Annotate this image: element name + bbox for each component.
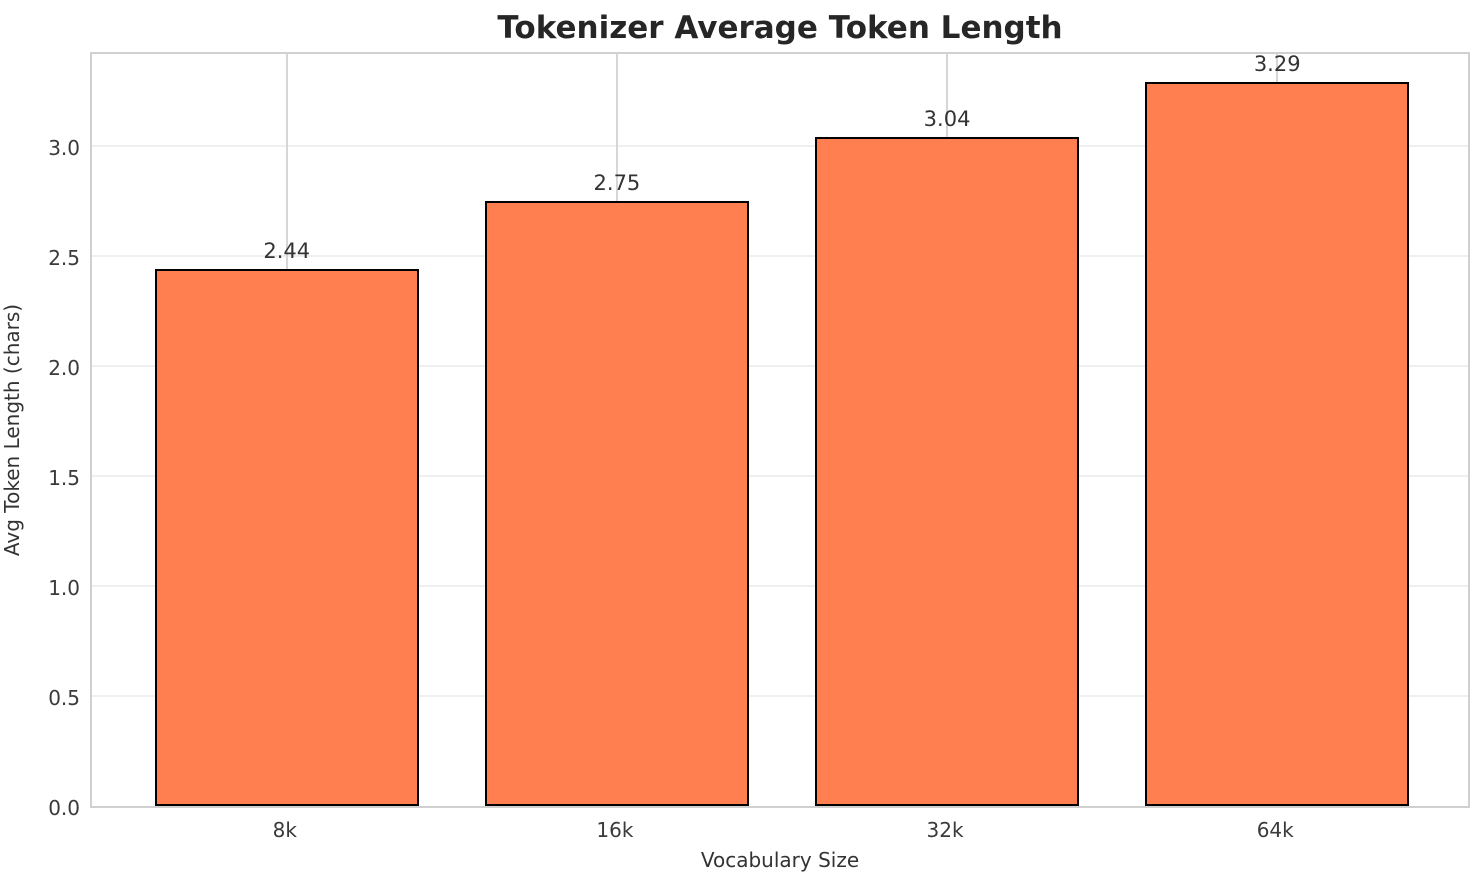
y-axis-label: Avg Token Length (chars) bbox=[0, 303, 24, 557]
x-tick-label-16k: 16k bbox=[596, 818, 634, 842]
y-tick-label: 0.5 bbox=[48, 685, 80, 710]
y-tick-label: 1.5 bbox=[48, 465, 80, 490]
bar-16k bbox=[484, 200, 749, 806]
horizontal-gridline bbox=[92, 144, 1468, 147]
bar-value-label: 2.75 bbox=[593, 170, 641, 195]
x-axis-label: Vocabulary Size bbox=[700, 848, 860, 872]
plot-area: 2.44 2.75 3.04 3.29 bbox=[90, 52, 1470, 808]
bar-8k bbox=[154, 269, 419, 806]
bar-value-label: 2.44 bbox=[263, 239, 311, 264]
y-tick-label: 2.0 bbox=[48, 355, 80, 380]
y-tick-label: 0.0 bbox=[48, 796, 80, 820]
y-tick-label: 3.0 bbox=[48, 135, 80, 160]
x-tick-label-8k: 8k bbox=[272, 818, 297, 842]
bar-64k bbox=[1145, 82, 1410, 806]
x-tick-label-64k: 64k bbox=[1256, 818, 1294, 842]
x-tick-label-32k: 32k bbox=[926, 818, 964, 842]
horizontal-gridline bbox=[92, 364, 1468, 367]
horizontal-gridline bbox=[92, 695, 1468, 697]
horizontal-gridline bbox=[92, 474, 1468, 477]
horizontal-gridline bbox=[92, 254, 1468, 257]
bar-32k bbox=[815, 137, 1080, 806]
bar-value-label: 3.04 bbox=[923, 107, 971, 132]
horizontal-gridline bbox=[92, 584, 1468, 587]
y-tick-label: 2.5 bbox=[48, 245, 80, 270]
y-tick-label: 1.0 bbox=[48, 575, 80, 600]
chart-title: Tokenizer Average Token Length bbox=[497, 10, 1063, 46]
bar-value-label: 3.29 bbox=[1253, 52, 1301, 77]
